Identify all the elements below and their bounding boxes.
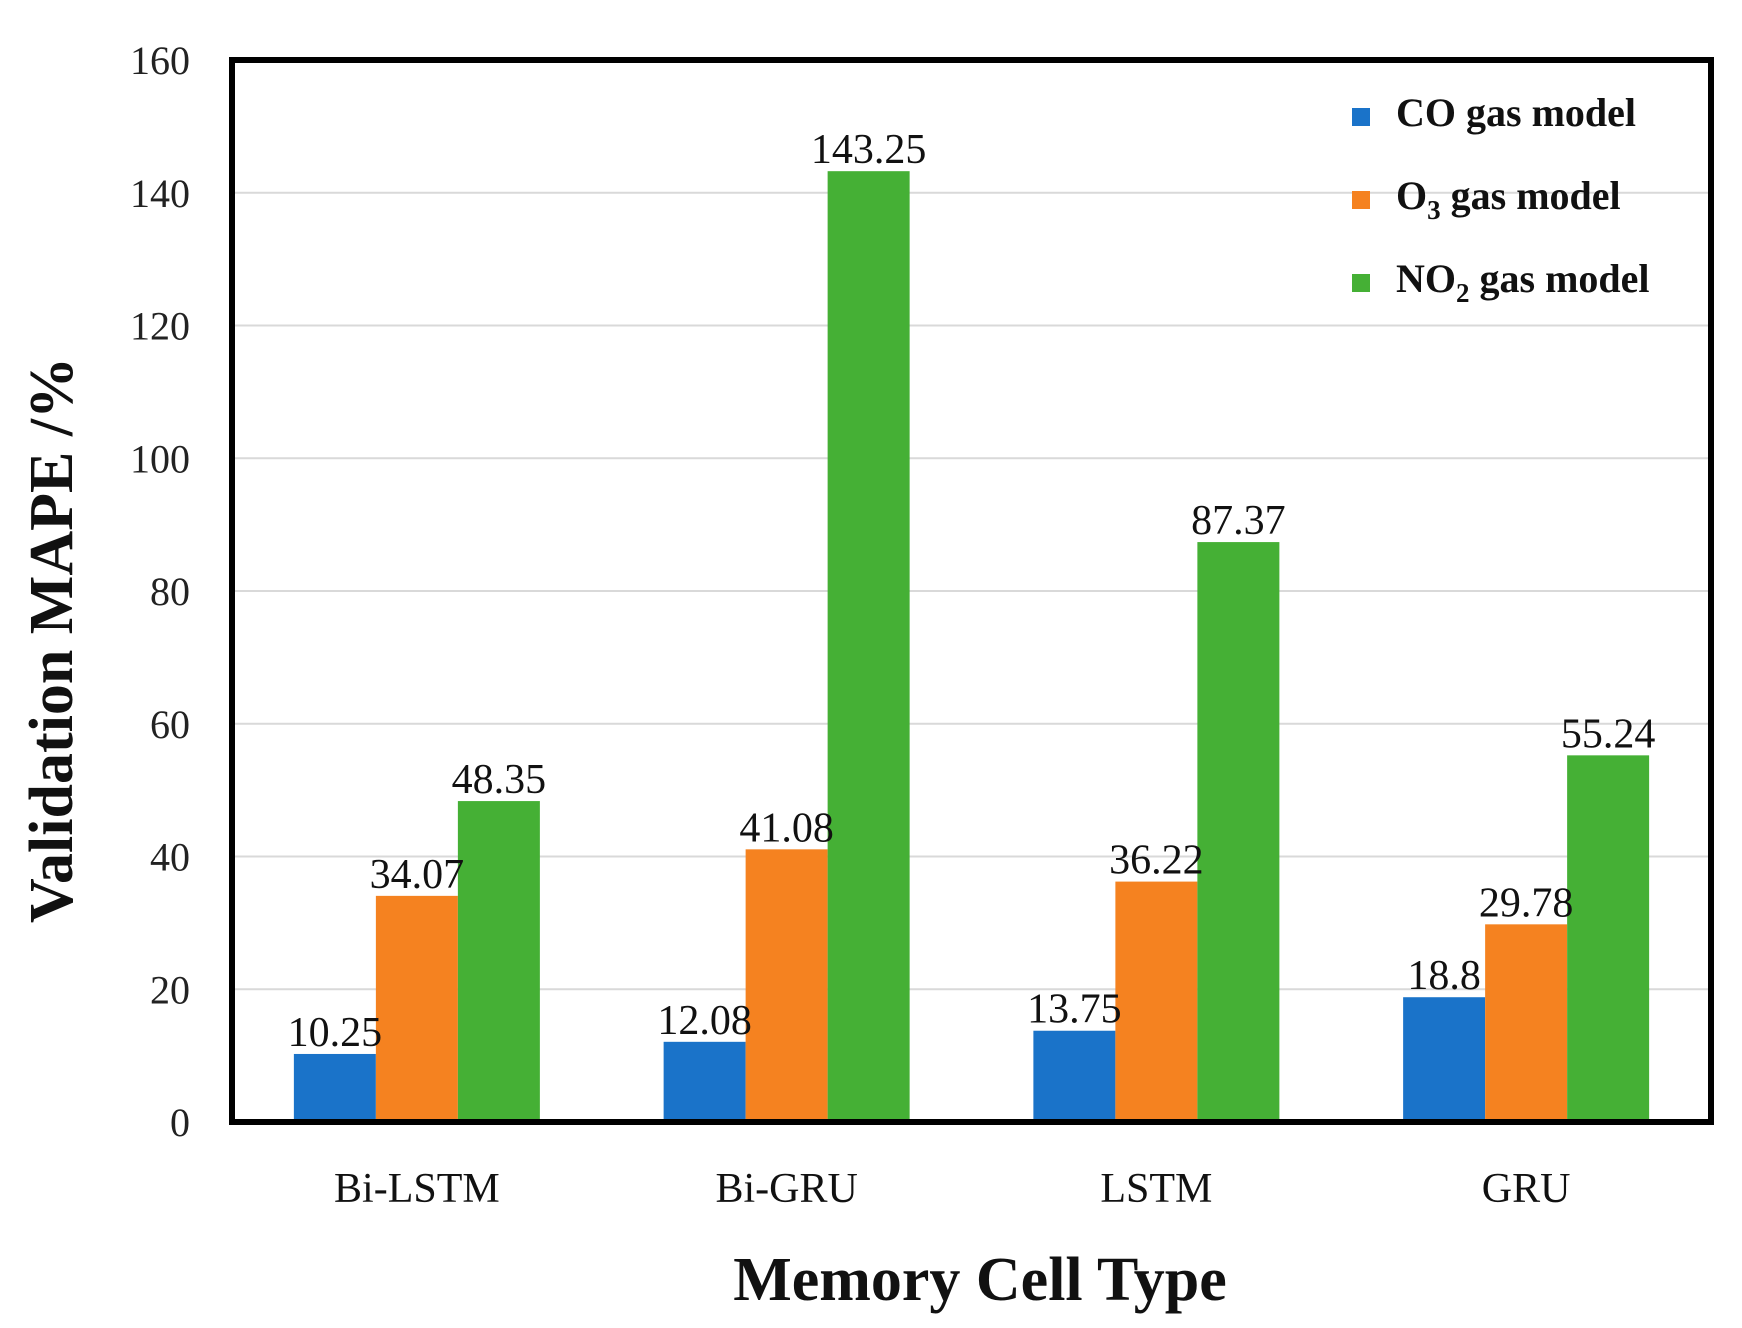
x-category-label: LSTM <box>1100 1166 1212 1212</box>
y-tick-label: 60 <box>150 702 190 747</box>
y-tick-label: 120 <box>130 304 190 349</box>
bar-no2-gas-model-gru <box>1567 755 1650 1122</box>
x-axis-title: Memory Cell Type <box>733 1246 1227 1314</box>
x-axis-categories: Bi-LSTM Bi-GRU LSTM GRU <box>334 1166 1570 1212</box>
bar-o3-gas-model-bi-lstm <box>375 895 458 1122</box>
legend-label: CO gas model <box>1396 90 1636 135</box>
data-label: 143.25 <box>811 127 927 173</box>
bar-o3-gas-model-bi-gru <box>745 849 828 1122</box>
data-label: 34.07 <box>370 852 465 898</box>
y-tick-label: 140 <box>130 171 190 216</box>
x-category-label: GRU <box>1482 1166 1571 1212</box>
data-label: 55.24 <box>1561 711 1656 757</box>
bar-co-gas-model-bi-gru <box>663 1041 746 1122</box>
y-tick-label: 20 <box>150 967 190 1012</box>
bar-no2-gas-model-bi-gru <box>827 171 910 1123</box>
x-category-label: Bi-LSTM <box>334 1166 500 1212</box>
bar-no2-gas-model-lstm <box>1197 542 1280 1122</box>
y-tick-label: 40 <box>150 835 190 880</box>
data-label: 36.22 <box>1109 838 1204 884</box>
y-tick-label: 160 <box>130 38 190 83</box>
bars <box>293 171 1650 1123</box>
data-label: 10.25 <box>288 1010 383 1056</box>
bar-o3-gas-model-lstm <box>1115 881 1198 1122</box>
plot-frame <box>229 57 1714 1125</box>
bar-co-gas-model-lstm <box>1033 1030 1116 1122</box>
y-axis-ticks: 0 20 40 60 80 100 120 140 160 <box>130 38 190 1145</box>
legend-label: NO2 gas model <box>1396 256 1650 308</box>
data-label: 41.08 <box>739 805 834 851</box>
legend-swatch <box>1352 108 1370 126</box>
y-tick-label: 100 <box>130 436 190 481</box>
y-axis-title: Validation MAPE /% <box>18 357 86 923</box>
data-labels: 10.25 34.07 48.35 12.08 41.08 143.25 13.75 36.2… <box>288 127 1656 1056</box>
legend-swatch <box>1352 191 1370 209</box>
bar-o3-gas-model-gru <box>1485 924 1568 1122</box>
data-label: 13.75 <box>1027 987 1122 1033</box>
data-label: 29.78 <box>1479 880 1574 926</box>
bar-co-gas-model-gru <box>1403 997 1486 1122</box>
bar-no2-gas-model-bi-lstm <box>457 801 540 1122</box>
data-label: 87.37 <box>1191 498 1286 544</box>
bar-co-gas-model-bi-lstm <box>293 1053 376 1122</box>
legend: CO gas model O3 gas model NO2 gas model <box>1352 90 1650 308</box>
legend-label: O3 gas model <box>1396 173 1621 225</box>
data-label: 18.8 <box>1407 953 1481 999</box>
y-tick-label: 0 <box>170 1100 190 1145</box>
x-category-label: Bi-GRU <box>715 1166 857 1212</box>
legend-swatch <box>1352 274 1370 292</box>
data-label: 48.35 <box>452 757 547 803</box>
data-label: 12.08 <box>657 998 752 1044</box>
y-tick-label: 80 <box>150 569 190 614</box>
